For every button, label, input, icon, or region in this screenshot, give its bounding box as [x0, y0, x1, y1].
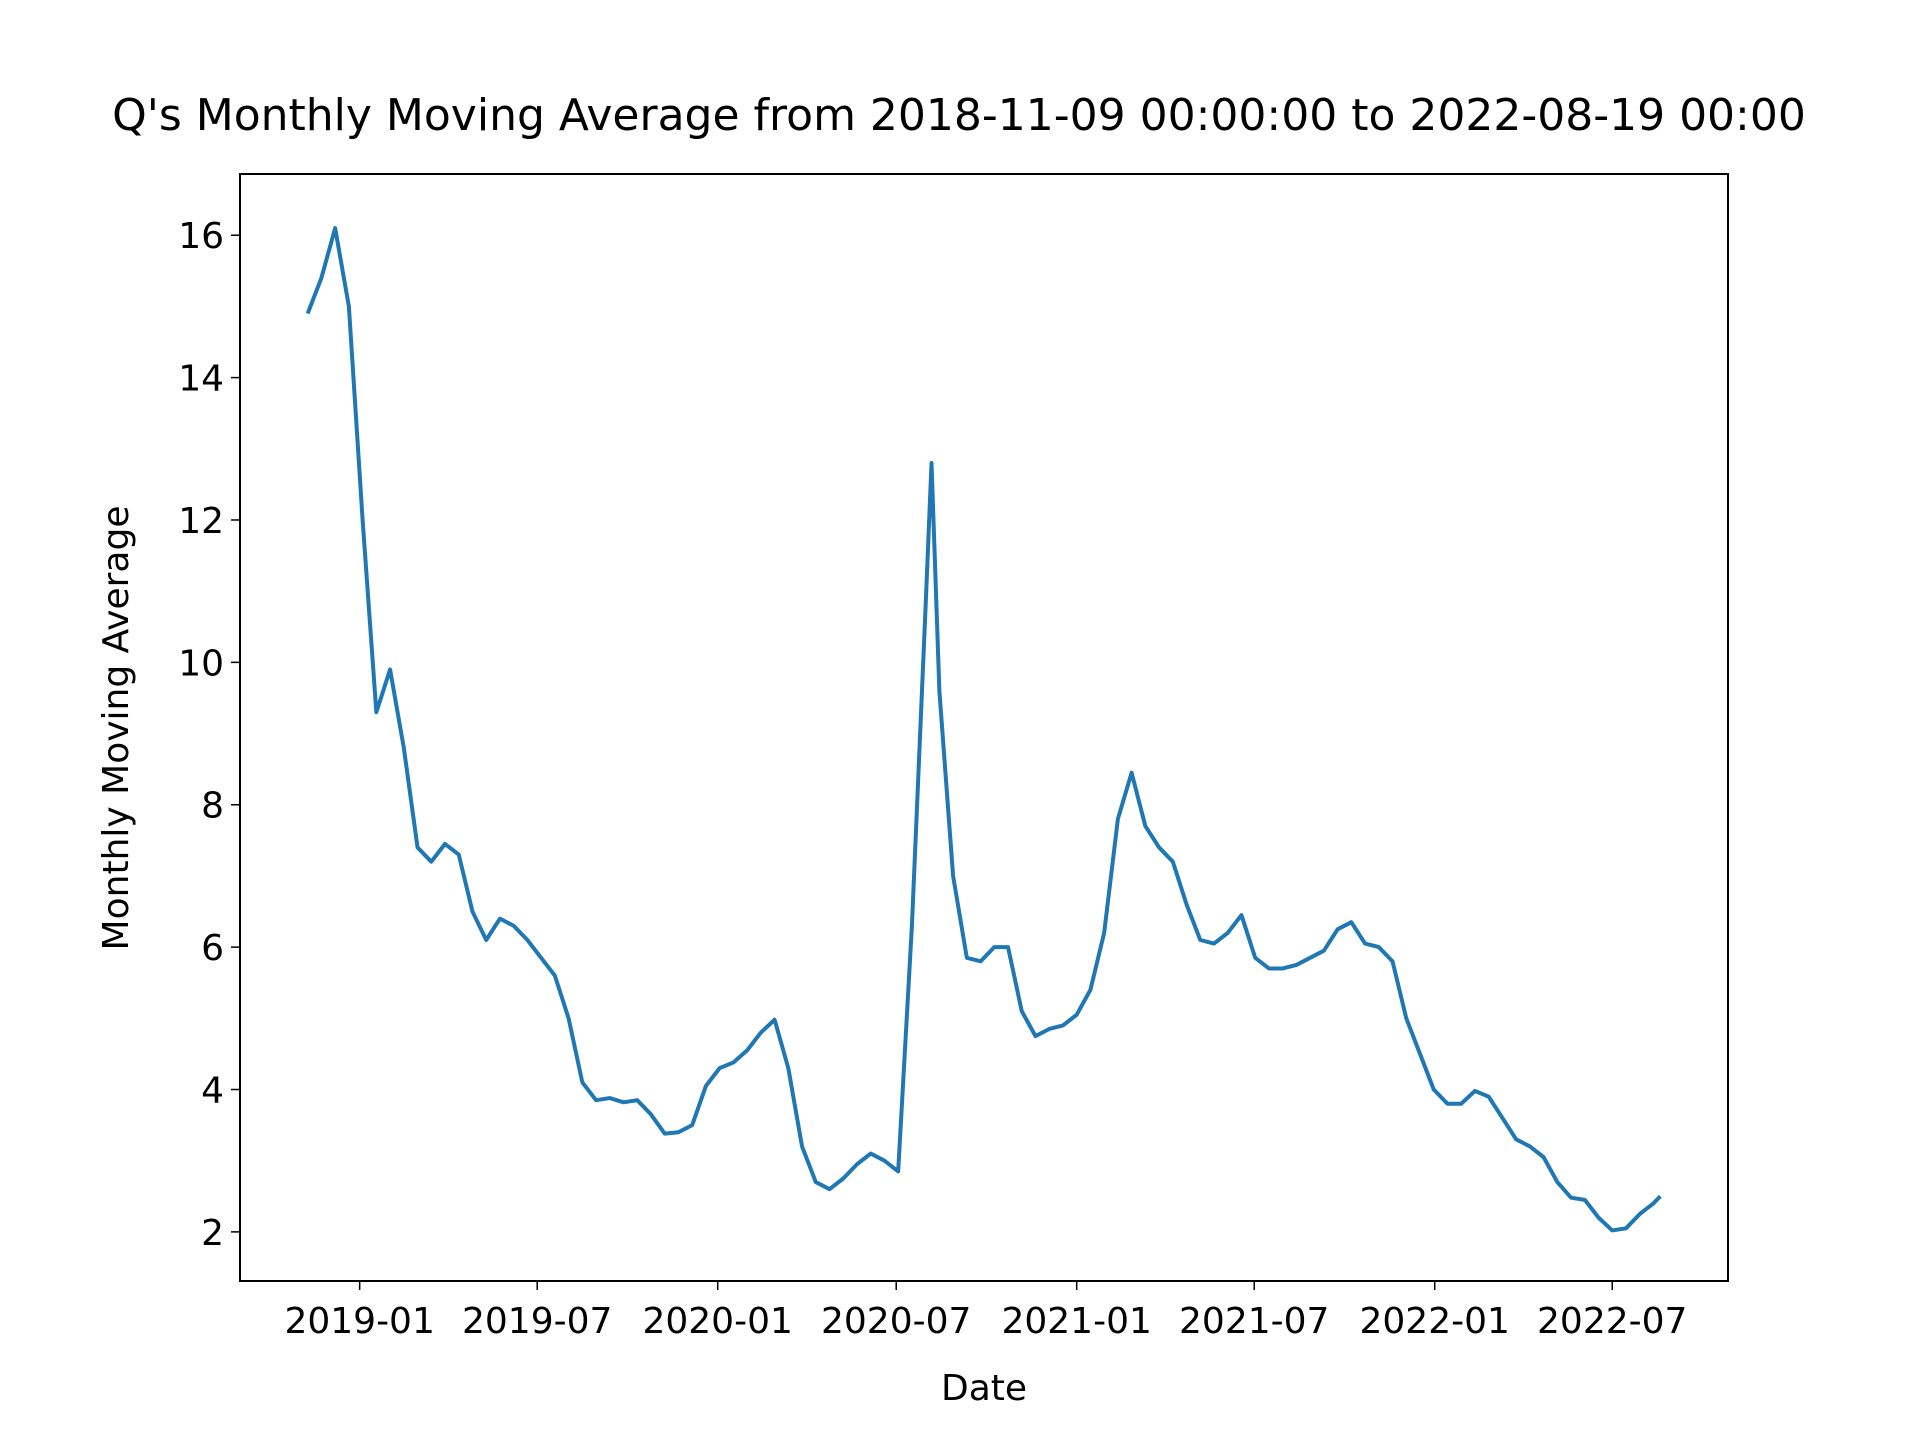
x-tick-label: 2022-07	[1537, 1301, 1687, 1342]
line-series	[305, 226, 1662, 1233]
y-tick-label: 2	[201, 1213, 224, 1254]
x-tick-label: 2021-07	[1179, 1301, 1329, 1342]
plot-frame	[239, 173, 1729, 1282]
y-axis-label: Monthly Moving Average	[96, 506, 137, 951]
x-tick-label: 2019-07	[462, 1301, 612, 1342]
chart-title: Q's Monthly Moving Average from 2018-11-…	[112, 90, 1806, 141]
x-tick-label: 2020-07	[821, 1301, 971, 1342]
x-tick-label: 2019-01	[284, 1301, 434, 1342]
y-tick-label: 4	[201, 1070, 224, 1111]
y-tick-label: 14	[178, 359, 224, 400]
x-tick-label: 2022-01	[1360, 1301, 1510, 1342]
y-tick-label: 16	[178, 216, 224, 257]
x-tick-label: 2020-01	[642, 1301, 792, 1342]
y-tick-label: 6	[201, 928, 224, 969]
x-axis-label: Date	[941, 1368, 1027, 1409]
y-tick-label: 10	[178, 643, 224, 684]
y-tick-label: 12	[178, 501, 224, 542]
y-tick-label: 8	[201, 786, 224, 827]
x-tick-label: 2021-01	[1001, 1301, 1151, 1342]
